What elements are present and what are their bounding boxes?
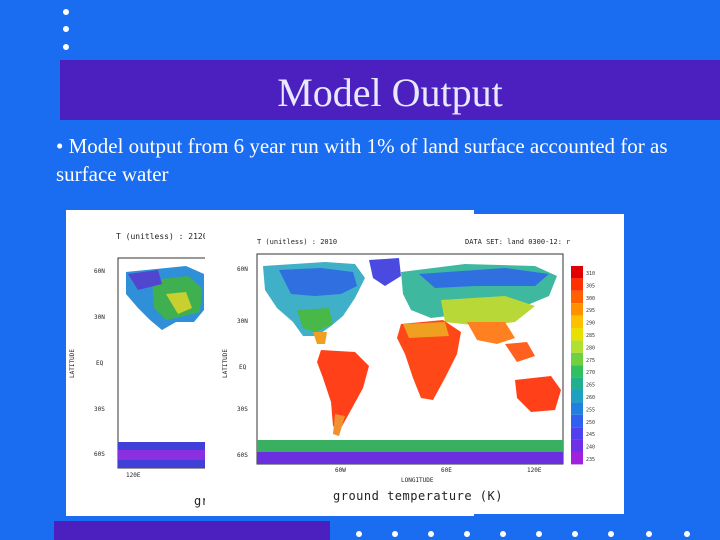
front-map-lat-tick: 30S xyxy=(237,406,248,413)
colorbar-label: 300 xyxy=(586,296,595,302)
colorbar-label: 295 xyxy=(586,308,595,314)
colorbar-swatch xyxy=(571,452,583,465)
back-map-lat-tick: 30N xyxy=(94,314,105,321)
colorbar-label: 245 xyxy=(586,432,595,438)
slide-title: Model Output xyxy=(277,70,503,115)
colorbar-swatch xyxy=(571,439,583,452)
front-map-xlabel: LONGITUDE xyxy=(401,477,434,484)
back-map-lon-tick: 120E xyxy=(126,472,141,479)
front-map-lat-tick: 60N xyxy=(237,266,248,273)
front-map-lat-tick: EQ xyxy=(239,364,247,371)
colorbar-swatch xyxy=(571,427,583,440)
back-map-header: T (unitless) : 2120 xyxy=(116,232,208,241)
decor-dot xyxy=(428,531,434,537)
front-map-lon-tick: 120E xyxy=(527,467,542,474)
title-bar: Model Output xyxy=(60,60,720,120)
colorbar-swatch xyxy=(571,414,583,428)
back-map-lat-tick: 60N xyxy=(94,268,105,275)
colorbar-label: 310 xyxy=(586,271,595,277)
colorbar-swatch xyxy=(571,303,583,316)
colorbar-label: 235 xyxy=(586,457,595,463)
colorbar-swatch xyxy=(571,328,583,341)
colorbar-label: 255 xyxy=(586,407,595,413)
decor-dot xyxy=(500,531,506,537)
decor-dot xyxy=(684,531,690,537)
colorbar-swatch xyxy=(571,352,583,366)
back-map-lat-tick: 30S xyxy=(94,406,105,413)
decor-dot xyxy=(392,531,398,537)
front-map-caption: ground temperature (K) xyxy=(333,489,503,503)
front-map-header-left: T (unitless) : 2010 xyxy=(257,238,338,246)
colorbar-label: 260 xyxy=(586,395,595,401)
colorbar-swatch xyxy=(571,402,583,415)
colorbar-swatch xyxy=(571,278,583,291)
colorbar-swatch xyxy=(571,390,583,403)
front-map-colorbar: 310 305 300 295 290 285 280 275 270 265 260 255 250 2… xyxy=(571,266,595,465)
back-map-lat-tick: 60S xyxy=(94,451,105,458)
decor-dot xyxy=(646,531,652,537)
bullet-text: • Model output from 6 year run with 1% o… xyxy=(56,134,668,186)
colorbar-label: 265 xyxy=(586,383,595,389)
front-map-panel: T (unitless) : 2010 DATA SET: land 0300-… xyxy=(205,214,624,514)
decor-dot xyxy=(608,531,614,537)
front-map-lat-tick: 30N xyxy=(237,318,248,325)
decor-dot xyxy=(63,9,69,15)
front-map-lon-tick: 60E xyxy=(441,467,452,474)
colorbar-label: 240 xyxy=(586,445,595,451)
decor-dot xyxy=(572,531,578,537)
front-map-lat-tick: 60S xyxy=(237,452,248,459)
colorbar-label: 305 xyxy=(586,283,595,289)
colorbar-swatch xyxy=(571,377,583,390)
colorbar-swatch xyxy=(571,315,583,328)
back-map-plot xyxy=(117,257,207,469)
colorbar-label: 280 xyxy=(586,345,595,351)
decor-dot xyxy=(464,531,470,537)
colorbar-label: 250 xyxy=(586,420,595,426)
colorbar-swatch xyxy=(571,266,583,279)
bottom-bar xyxy=(54,521,330,540)
colorbar-label: 285 xyxy=(586,333,595,339)
colorbar-label: 275 xyxy=(586,358,595,364)
front-map-plot: 310 305 300 295 290 285 280 275 270 265 260 255 250 2… xyxy=(256,253,595,465)
front-map-header-right: DATA SET: land 0300-12: r xyxy=(465,238,571,246)
decor-dot xyxy=(356,531,362,537)
colorbar-label: 290 xyxy=(586,321,595,327)
colorbar-swatch xyxy=(571,365,583,378)
colorbar-label: 270 xyxy=(586,370,595,376)
decor-dot xyxy=(63,44,69,50)
back-map-lat-tick: EQ xyxy=(96,360,104,367)
decor-dot xyxy=(536,531,542,537)
decor-dot xyxy=(63,26,69,32)
front-map-lon-tick: 60W xyxy=(335,467,346,474)
colorbar-swatch xyxy=(571,290,583,304)
colorbar-swatch xyxy=(571,340,583,353)
